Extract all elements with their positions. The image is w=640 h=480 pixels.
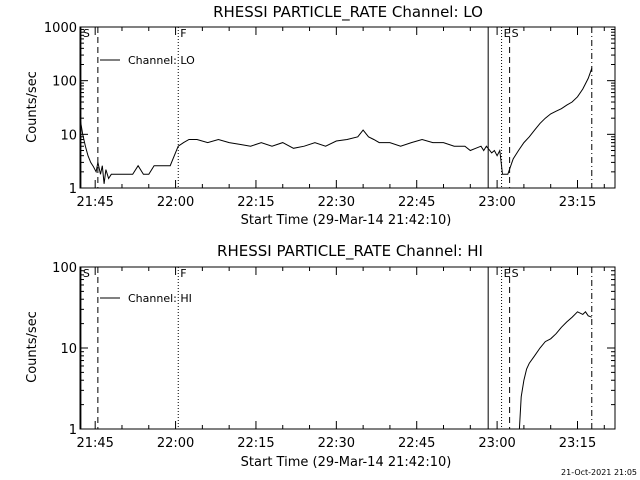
event-marker-label: F <box>180 27 186 40</box>
x-tick-label: 22:00 <box>157 195 194 210</box>
event-marker-label: S <box>83 27 90 40</box>
y-axis-label: Counts/sec <box>25 71 40 143</box>
x-tick-label: 22:15 <box>237 195 274 210</box>
event-marker-label: S <box>83 267 90 280</box>
y-tick-label: 100 <box>52 75 77 90</box>
x-tick-label: 22:45 <box>398 436 435 451</box>
y-tick-label: 10 <box>60 128 77 143</box>
generated-timestamp: 21-Oct-2021 21:05 <box>561 468 637 477</box>
series-line <box>79 68 593 184</box>
y-axis-label: Counts/sec <box>25 311 40 383</box>
x-axis-label: Start Time (29-Mar-14 21:42:10) <box>241 213 452 228</box>
x-tick-label: 22:30 <box>318 195 355 210</box>
hi-channel-panel: RHESSI PARTICLE_RATE Channel: HI Counts/… <box>25 242 616 470</box>
legend: Channel: HI <box>100 292 192 305</box>
legend: Channel: LO <box>100 54 195 67</box>
series-line <box>518 311 592 430</box>
x-tick-label: 23:00 <box>478 436 515 451</box>
lo-channel-panel: RHESSI PARTICLE_RATE Channel: LO Counts/… <box>25 3 616 228</box>
x-tick-label: 22:15 <box>237 436 274 451</box>
y-tick-label: 1 <box>69 423 77 438</box>
legend-label: Channel: HI <box>128 292 192 305</box>
plot-frame <box>79 26 616 189</box>
chart-title: RHESSI PARTICLE_RATE Channel: HI <box>217 242 483 261</box>
chart-title: RHESSI PARTICLE_RATE Channel: LO <box>213 3 483 22</box>
x-tick-label: 22:30 <box>318 436 355 451</box>
event-marker-label: S <box>512 267 519 280</box>
x-tick-label: 22:00 <box>157 436 194 451</box>
axis-ticks: 21:45 22:00 22:15 22:30 22:45 23:00 23:15 1 10 10… <box>44 21 615 210</box>
x-tick-label: 23:15 <box>559 436 596 451</box>
x-tick-label: 22:45 <box>398 195 435 210</box>
y-tick-label: 1000 <box>44 21 77 36</box>
y-tick-label: 1 <box>69 182 77 197</box>
x-tick-label: 21:45 <box>76 195 113 210</box>
event-marker-label: F <box>180 267 186 280</box>
x-tick-label: 21:45 <box>76 436 113 451</box>
x-tick-label: 23:00 <box>478 195 515 210</box>
legend-label: Channel: LO <box>128 54 195 67</box>
event-marker-label: S <box>512 27 519 40</box>
axis-ticks: 21:45 22:00 22:15 22:30 22:45 23:00 23:15 1 10 10… <box>52 261 615 451</box>
y-tick-label: 10 <box>60 342 77 357</box>
event-marker-label: E <box>504 267 511 280</box>
x-tick-label: 23:15 <box>559 195 596 210</box>
y-tick-label: 100 <box>52 261 77 276</box>
x-axis-label: Start Time (29-Mar-14 21:42:10) <box>241 455 452 470</box>
event-marker-label: E <box>504 27 511 40</box>
series-layer <box>79 68 593 184</box>
series-layer <box>518 311 592 430</box>
